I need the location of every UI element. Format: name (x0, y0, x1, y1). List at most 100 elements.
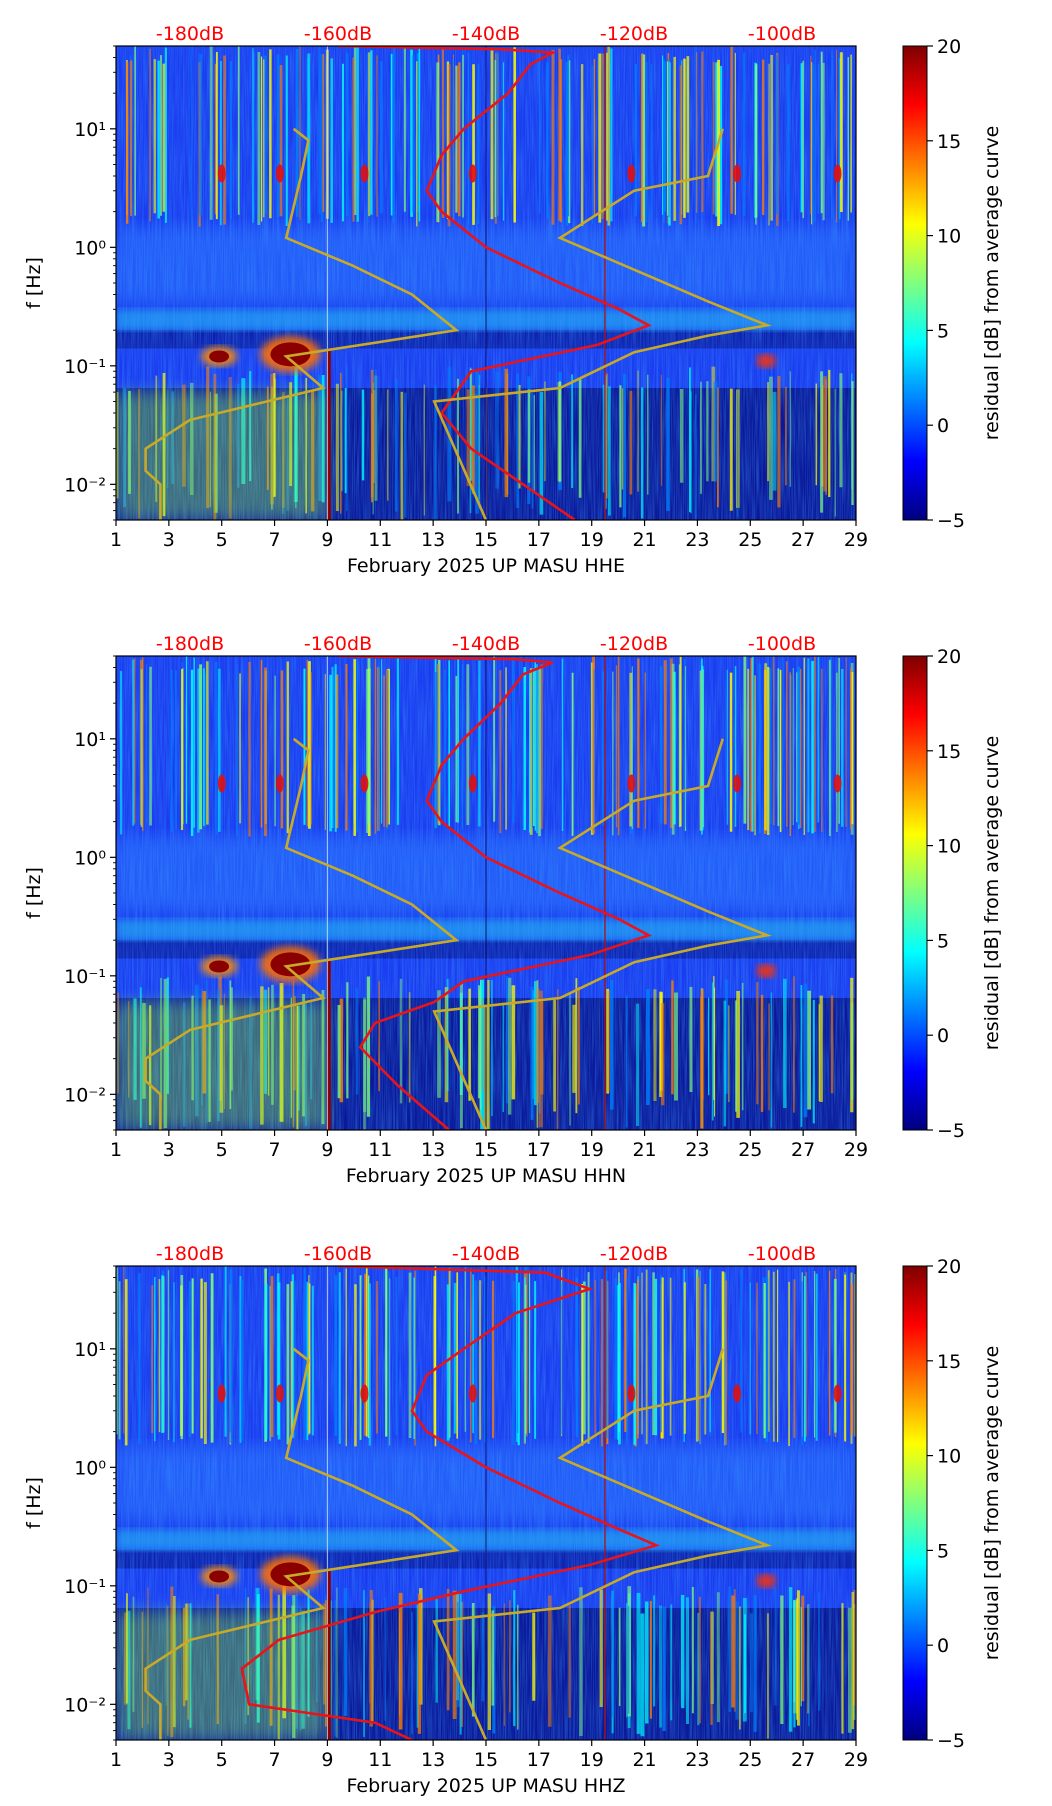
heatmap-spot (627, 1384, 636, 1403)
colorbar-tick-label: 0 (937, 1635, 949, 1657)
x-tick-label: 7 (269, 529, 281, 551)
x-tick-label: 3 (163, 1139, 175, 1161)
average-psd-curve (337, 46, 652, 520)
heatmap-spot (275, 1384, 284, 1403)
power-tick-label: -120dB (600, 1243, 668, 1265)
power-tick-label: -180dB (156, 1243, 224, 1265)
high-noise-model-curve (432, 128, 772, 520)
x-tick-label: 1 (110, 1139, 122, 1161)
y-tick-label: 10⁰ (74, 847, 106, 869)
y-tick-label: 10⁻² (64, 1694, 106, 1716)
x-tick-label: 23 (685, 529, 709, 551)
colorbar-tick-label: −5 (937, 1120, 965, 1142)
power-tick-label: -140dB (452, 1243, 520, 1265)
heatmap-spot (833, 164, 842, 183)
x-tick-label: 5 (216, 529, 228, 551)
high-noise-model-curve (432, 738, 772, 1130)
heatmap-spot (627, 774, 636, 793)
colorbar-tick-label: 15 (937, 1351, 961, 1373)
spectrogram-heatmap (116, 656, 856, 1130)
heatmap-spot (733, 1384, 742, 1403)
x-tick-label: 7 (269, 1749, 281, 1771)
y-tick-label: 10¹ (74, 119, 106, 141)
x-tick-label: 25 (738, 529, 762, 551)
x-tick-label: 3 (163, 529, 175, 551)
x-axis-label: February 2025 UP MASU HHN (346, 1165, 626, 1187)
heatmap-storm-glow (756, 963, 777, 978)
x-tick-label: 15 (474, 529, 498, 551)
colorbar-label: residual [dB] from average curve (981, 126, 1003, 441)
y-tick-label: 10⁻¹ (64, 1576, 106, 1598)
x-axis-label: February 2025 UP MASU HHE (347, 555, 625, 577)
y-axis-label: f [Hz] (23, 1477, 45, 1529)
low-noise-model-curve (144, 127, 460, 520)
x-tick-label: 13 (421, 1749, 445, 1771)
power-tick-label: -100dB (748, 633, 816, 655)
x-tick-label: 1 (110, 529, 122, 551)
colorbar-tick-label: 10 (937, 1446, 961, 1468)
heatmap-storm-core (209, 960, 230, 973)
heatmap-storm-glow (756, 353, 777, 368)
average-psd-curve (337, 656, 653, 1130)
power-tick-label: -140dB (452, 633, 520, 655)
heatmap-spot (468, 1384, 477, 1403)
x-tick-label: 27 (791, 529, 815, 551)
y-tick-label: 10⁻² (64, 474, 106, 496)
colorbar-tick-label: −5 (937, 1730, 965, 1752)
power-tick-label: -120dB (600, 23, 668, 45)
x-tick-label: 23 (685, 1749, 709, 1771)
x-tick-label: 19 (580, 1139, 604, 1161)
heatmap-spot (468, 774, 477, 793)
x-tick-label: 3 (163, 1749, 175, 1771)
y-axis-label: f [Hz] (23, 257, 45, 309)
x-tick-label: 17 (527, 1139, 551, 1161)
colorbar-tick-label: −5 (937, 510, 965, 532)
heatmap-spot (275, 774, 284, 793)
y-tick-label: 10¹ (74, 729, 106, 751)
x-tick-label: 17 (527, 1749, 551, 1771)
x-tick-label: 29 (844, 529, 868, 551)
heatmap-spot (733, 774, 742, 793)
heatmap-spot (217, 164, 226, 183)
x-tick-label: 13 (421, 1139, 445, 1161)
x-tick-label: 11 (368, 1139, 392, 1161)
colorbar-tick-label: 10 (937, 836, 961, 858)
colorbar-tick-label: 20 (937, 646, 961, 668)
x-tick-label: 19 (580, 1749, 604, 1771)
high-noise-model-curve (432, 1348, 772, 1740)
x-tick-label: 15 (474, 1749, 498, 1771)
x-tick-label: 27 (791, 1139, 815, 1161)
x-tick-label: 5 (216, 1749, 228, 1771)
colorbar-tick-label: 0 (937, 1025, 949, 1047)
colorbar-tick-label: 5 (937, 930, 949, 952)
colorbar-label: residual [dB] from average curve (981, 736, 1003, 1051)
power-tick-label: -120dB (600, 633, 668, 655)
low-noise-model-curve (144, 737, 460, 1130)
colorbar-tick-label: 0 (937, 415, 949, 437)
spectrogram-heatmap (116, 1266, 856, 1740)
x-tick-label: 25 (738, 1139, 762, 1161)
colorbar-tick-label: 20 (937, 1256, 961, 1278)
heatmap-spot (275, 164, 284, 183)
x-tick-label: 29 (844, 1749, 868, 1771)
y-axis-label: f [Hz] (23, 867, 45, 919)
heatmap-storm-glow (756, 1573, 777, 1588)
colorbar (902, 655, 928, 1131)
colorbar-label: residual [dB] from average curve (981, 1346, 1003, 1661)
x-tick-label: 21 (632, 529, 656, 551)
heatmap-spot (833, 1384, 842, 1403)
colorbar-tick-label: 5 (937, 320, 949, 342)
colorbar (902, 45, 928, 521)
x-tick-label: 13 (421, 529, 445, 551)
y-tick-label: 10¹ (74, 1339, 106, 1361)
heatmap-spot (360, 774, 369, 793)
x-tick-label: 23 (685, 1139, 709, 1161)
colorbar-tick-label: 5 (937, 1540, 949, 1562)
heatmap-storm-core (209, 350, 230, 363)
x-tick-label: 9 (321, 1139, 333, 1161)
y-tick-label: 10⁰ (74, 1457, 106, 1479)
x-tick-label: 17 (527, 529, 551, 551)
colorbar-tick-label: 10 (937, 226, 961, 248)
